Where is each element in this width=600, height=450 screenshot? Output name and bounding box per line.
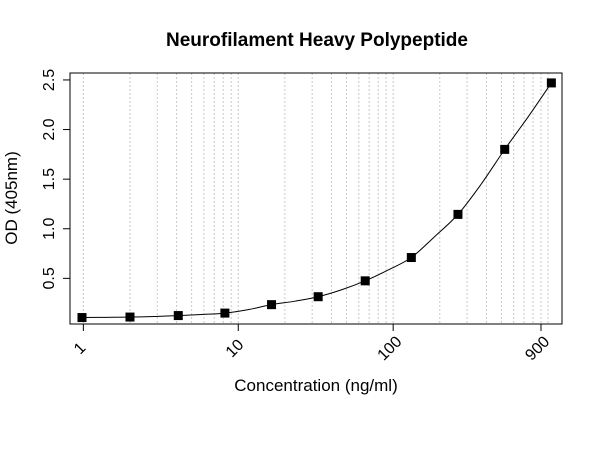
data-point xyxy=(125,312,135,322)
x-tick-label: 10 xyxy=(223,336,248,361)
y-tick-label: 2.0 xyxy=(41,118,58,140)
data-point xyxy=(546,78,556,88)
data-point xyxy=(220,308,230,318)
y-tick-label: 1.5 xyxy=(41,168,58,190)
data-point xyxy=(453,209,463,219)
x-tick-label: 1 xyxy=(71,340,89,358)
chart-title: Neurofilament Heavy Polypeptide xyxy=(166,30,468,51)
y-tick-label: 1.0 xyxy=(41,218,58,240)
y-tick-label: 2.5 xyxy=(41,69,58,91)
x-axis-label: Concentration (ng/ml) xyxy=(234,376,397,395)
data-point xyxy=(406,253,416,263)
data-point xyxy=(77,313,87,323)
data-point xyxy=(313,292,323,302)
y-axis-label: OD (405nm) xyxy=(2,151,21,245)
y-axis: 0.5 1.0 1.5 2.0 2.5 xyxy=(41,69,70,289)
data-point xyxy=(173,311,183,321)
grid-layer xyxy=(82,73,549,324)
fit-curve xyxy=(81,82,552,319)
y-tick-label: 0.5 xyxy=(41,267,58,289)
x-tick-label: 100 xyxy=(375,333,406,364)
x-tick-label: 900 xyxy=(522,333,553,364)
data-point xyxy=(267,300,277,310)
data-points xyxy=(77,78,556,323)
plot-area-frame xyxy=(69,72,563,325)
data-point xyxy=(500,144,510,154)
x-axis: 1 10 100 900 xyxy=(71,324,553,364)
data-point xyxy=(360,276,370,286)
